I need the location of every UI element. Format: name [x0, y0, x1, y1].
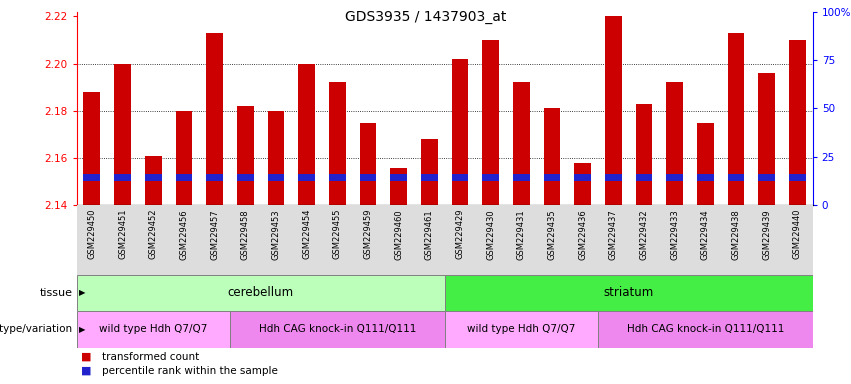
Bar: [237, 106, 254, 205]
Text: GSM229433: GSM229433: [671, 209, 679, 260]
Bar: [598, 311, 813, 348]
Bar: [145, 174, 162, 180]
Bar: [230, 311, 444, 348]
Bar: [452, 59, 468, 205]
Text: cerebellum: cerebellum: [227, 286, 294, 299]
Bar: [421, 139, 437, 205]
Bar: [574, 174, 591, 180]
Bar: [175, 174, 192, 180]
Text: GSM229455: GSM229455: [333, 209, 342, 260]
Bar: [444, 311, 598, 348]
Bar: [114, 174, 131, 180]
Text: GSM229440: GSM229440: [793, 209, 802, 260]
Bar: [574, 163, 591, 205]
Text: tissue: tissue: [39, 288, 72, 298]
Bar: [77, 275, 444, 311]
Bar: [605, 174, 622, 180]
Text: GSM229458: GSM229458: [241, 209, 250, 260]
Text: genotype/variation: genotype/variation: [0, 324, 72, 334]
Bar: [728, 33, 745, 205]
Text: GSM229452: GSM229452: [149, 209, 157, 260]
Text: GSM229450: GSM229450: [88, 209, 96, 260]
Bar: [452, 174, 468, 180]
Bar: [697, 122, 714, 205]
Text: GSM229457: GSM229457: [210, 209, 219, 260]
Bar: [544, 174, 561, 180]
Text: GSM229437: GSM229437: [608, 209, 618, 260]
Text: GSM229459: GSM229459: [363, 209, 373, 260]
Text: GSM229431: GSM229431: [517, 209, 526, 260]
Bar: [114, 63, 131, 205]
Bar: [605, 16, 622, 205]
Bar: [697, 174, 714, 180]
Text: ■: ■: [81, 352, 91, 362]
Bar: [298, 63, 315, 205]
Bar: [391, 167, 407, 205]
Text: GSM229436: GSM229436: [578, 209, 587, 260]
Bar: [513, 83, 530, 205]
Bar: [237, 174, 254, 180]
Text: GSM229451: GSM229451: [118, 209, 127, 260]
Text: striatum: striatum: [603, 286, 654, 299]
Bar: [483, 40, 499, 205]
Bar: [83, 92, 100, 205]
Bar: [421, 174, 437, 180]
Text: GSM229434: GSM229434: [701, 209, 710, 260]
Bar: [444, 275, 813, 311]
Text: GSM229438: GSM229438: [732, 209, 740, 260]
Bar: [77, 311, 230, 348]
Text: Hdh CAG knock-in Q111/Q111: Hdh CAG knock-in Q111/Q111: [259, 324, 416, 334]
Bar: [544, 108, 561, 205]
Bar: [77, 205, 813, 275]
Bar: [666, 174, 683, 180]
Bar: [636, 174, 653, 180]
Bar: [789, 40, 806, 205]
Bar: [359, 174, 376, 180]
Text: GDS3935 / 1437903_at: GDS3935 / 1437903_at: [345, 10, 506, 23]
Bar: [267, 111, 284, 205]
Text: GSM229460: GSM229460: [394, 209, 403, 260]
Text: wild type Hdh Q7/Q7: wild type Hdh Q7/Q7: [99, 324, 208, 334]
Bar: [391, 174, 407, 180]
Text: wild type Hdh Q7/Q7: wild type Hdh Q7/Q7: [467, 324, 575, 334]
Bar: [298, 174, 315, 180]
Bar: [267, 174, 284, 180]
Text: ▶: ▶: [79, 288, 86, 297]
Bar: [666, 83, 683, 205]
Bar: [758, 174, 775, 180]
Text: GSM229456: GSM229456: [180, 209, 188, 260]
Bar: [636, 104, 653, 205]
Bar: [83, 174, 100, 180]
Bar: [328, 174, 346, 180]
Bar: [483, 174, 499, 180]
Text: percentile rank within the sample: percentile rank within the sample: [102, 366, 278, 376]
Bar: [789, 174, 806, 180]
Text: GSM229453: GSM229453: [271, 209, 281, 260]
Bar: [728, 174, 745, 180]
Text: GSM229430: GSM229430: [486, 209, 495, 260]
Text: GSM229432: GSM229432: [639, 209, 648, 260]
Bar: [328, 83, 346, 205]
Text: GSM229461: GSM229461: [425, 209, 434, 260]
Text: GSM229429: GSM229429: [455, 209, 465, 260]
Text: Hdh CAG knock-in Q111/Q111: Hdh CAG knock-in Q111/Q111: [626, 324, 784, 334]
Text: GSM229435: GSM229435: [547, 209, 557, 260]
Text: ▶: ▶: [79, 325, 86, 334]
Bar: [145, 156, 162, 205]
Bar: [513, 174, 530, 180]
Text: ■: ■: [81, 366, 91, 376]
Text: GSM229439: GSM229439: [762, 209, 771, 260]
Text: GSM229454: GSM229454: [302, 209, 311, 260]
Bar: [206, 33, 223, 205]
Bar: [206, 174, 223, 180]
Bar: [175, 111, 192, 205]
Bar: [758, 73, 775, 205]
Bar: [359, 122, 376, 205]
Text: transformed count: transformed count: [102, 352, 199, 362]
